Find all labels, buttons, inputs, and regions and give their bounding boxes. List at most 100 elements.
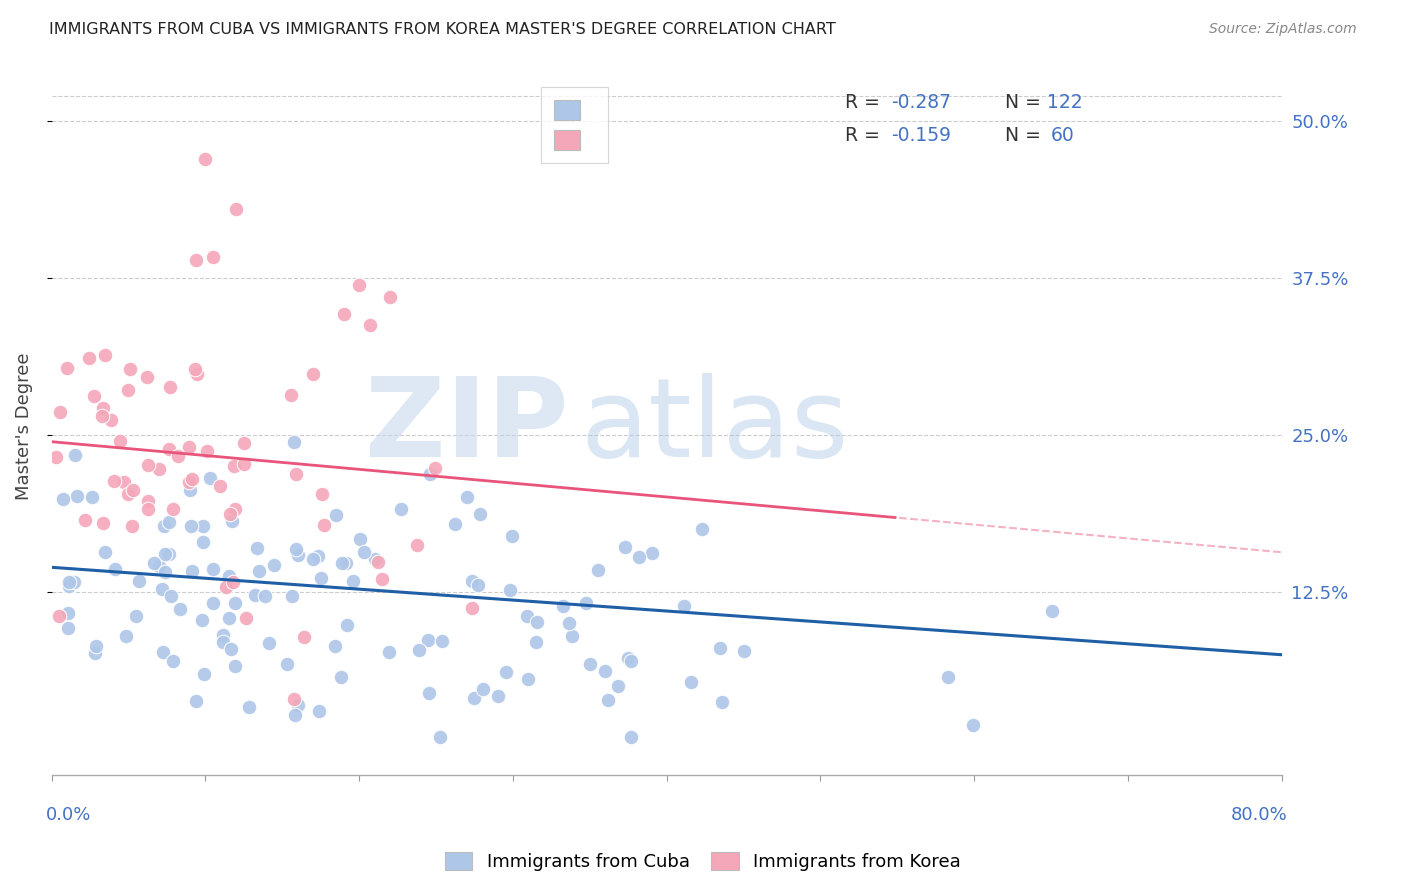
Text: 122: 122 bbox=[1046, 93, 1083, 112]
Point bbox=[332, 557, 354, 571]
Point bbox=[614, 540, 637, 554]
Point bbox=[48, 609, 70, 624]
Point bbox=[641, 546, 664, 560]
Point bbox=[121, 518, 143, 533]
Point bbox=[218, 569, 240, 583]
Point bbox=[679, 675, 702, 690]
Point bbox=[169, 601, 191, 615]
Text: N =: N = bbox=[1005, 93, 1047, 112]
Point bbox=[157, 442, 180, 457]
Point bbox=[202, 250, 225, 264]
Point bbox=[364, 552, 387, 566]
Point bbox=[526, 635, 548, 649]
Point bbox=[58, 574, 80, 589]
Point bbox=[157, 515, 180, 529]
Point bbox=[84, 646, 107, 660]
Point bbox=[117, 383, 139, 397]
Point bbox=[486, 689, 509, 703]
Point bbox=[184, 694, 207, 708]
Point bbox=[501, 529, 523, 543]
Point bbox=[162, 502, 184, 516]
Point bbox=[224, 459, 246, 474]
Point bbox=[579, 657, 602, 672]
Point bbox=[281, 589, 304, 603]
Text: 60: 60 bbox=[1050, 127, 1074, 145]
Point bbox=[311, 487, 333, 501]
Point bbox=[284, 708, 307, 723]
Point bbox=[191, 519, 214, 533]
Point bbox=[285, 542, 308, 557]
Point bbox=[184, 252, 207, 267]
Point bbox=[470, 507, 492, 521]
Point bbox=[233, 436, 256, 450]
Point bbox=[627, 549, 650, 564]
Text: R =: R = bbox=[845, 93, 886, 112]
Point bbox=[336, 618, 359, 632]
Point bbox=[117, 486, 139, 500]
Point bbox=[56, 606, 79, 620]
Point bbox=[419, 467, 441, 481]
Point bbox=[283, 692, 305, 706]
Point bbox=[63, 448, 86, 462]
Point bbox=[218, 611, 240, 625]
Point bbox=[349, 277, 371, 292]
Point bbox=[49, 405, 72, 419]
Point bbox=[103, 475, 125, 489]
Point bbox=[467, 577, 489, 591]
Text: atlas: atlas bbox=[581, 373, 849, 480]
Point bbox=[461, 574, 484, 589]
Point bbox=[180, 519, 202, 533]
Point bbox=[214, 580, 236, 594]
Point bbox=[367, 556, 389, 570]
Point bbox=[179, 483, 201, 497]
Text: ZIP: ZIP bbox=[366, 373, 568, 480]
Point bbox=[418, 686, 440, 700]
Point bbox=[709, 640, 731, 655]
Point bbox=[179, 440, 201, 454]
Point bbox=[224, 596, 246, 610]
Point bbox=[423, 461, 446, 475]
Point bbox=[56, 361, 79, 376]
Point bbox=[150, 582, 173, 597]
Point bbox=[224, 501, 246, 516]
Point bbox=[191, 613, 214, 627]
Point bbox=[159, 380, 181, 394]
Point bbox=[194, 152, 217, 166]
Point bbox=[212, 635, 235, 649]
Point bbox=[219, 641, 242, 656]
Point bbox=[84, 639, 107, 653]
Point bbox=[83, 389, 105, 403]
Point bbox=[225, 202, 247, 217]
Text: -0.287: -0.287 bbox=[891, 93, 950, 112]
Point bbox=[257, 636, 280, 650]
Point bbox=[283, 435, 305, 450]
Point bbox=[472, 682, 495, 697]
Point bbox=[418, 633, 440, 648]
Point bbox=[499, 583, 522, 598]
Point bbox=[606, 680, 628, 694]
Point bbox=[429, 730, 451, 744]
Point bbox=[212, 628, 235, 642]
Point bbox=[292, 630, 315, 644]
Point bbox=[121, 483, 143, 497]
Point bbox=[495, 665, 517, 679]
Point bbox=[391, 502, 413, 516]
Text: Source: ZipAtlas.com: Source: ZipAtlas.com bbox=[1209, 22, 1357, 37]
Point bbox=[287, 698, 309, 712]
Point bbox=[91, 401, 114, 415]
Point bbox=[125, 608, 148, 623]
Legend: , : , bbox=[541, 87, 609, 163]
Point bbox=[90, 409, 112, 424]
Point bbox=[325, 508, 347, 523]
Point bbox=[593, 664, 616, 678]
Point bbox=[254, 589, 277, 603]
Point bbox=[62, 574, 84, 589]
Point bbox=[249, 564, 271, 578]
Point bbox=[180, 472, 202, 486]
Point bbox=[285, 467, 308, 482]
Point bbox=[246, 541, 269, 555]
Point bbox=[208, 479, 231, 493]
Point bbox=[276, 657, 298, 671]
Point bbox=[673, 599, 696, 613]
Point bbox=[118, 361, 141, 376]
